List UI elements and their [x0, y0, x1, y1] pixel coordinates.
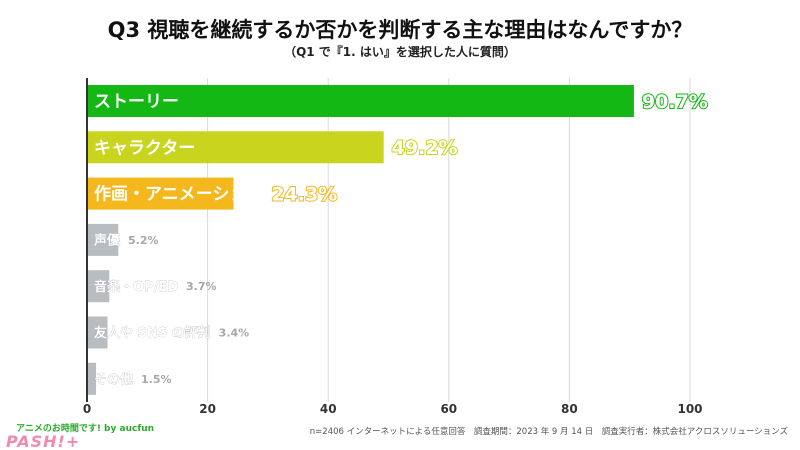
- chart-title: Q3 視聴を継続するか否かを判断する主な理由はなんですか？: [107, 18, 693, 42]
- value-label: 3.4%: [219, 326, 250, 339]
- bar: [88, 177, 234, 210]
- value-label: 90.7%: [642, 91, 708, 113]
- category-label: 声優: [93, 233, 121, 249]
- category-label: 作画・アニメーション: [94, 184, 263, 205]
- bar: [88, 223, 119, 256]
- chart-subtitle: （Q1 で『1. はい』を選択した人に質問）: [284, 45, 516, 59]
- value-label: 3.7%: [186, 280, 217, 293]
- credit-text: アニメのお時間です! by aucfun: [16, 424, 155, 434]
- brand-logo: PASH!+: [6, 432, 81, 450]
- x-tick-label: 20: [199, 402, 216, 416]
- x-tick-label: 60: [440, 402, 457, 416]
- bar: [88, 131, 384, 164]
- category-label: 音楽・OP/ED: [94, 279, 178, 295]
- x-tick-label: 0: [83, 402, 91, 416]
- bar: [88, 362, 97, 395]
- bar: [88, 270, 110, 303]
- value-label: 5.2%: [128, 234, 159, 247]
- survey-note: n=2406 インターネットによる任意回答 調査期間：2023 年 9 月 14…: [309, 427, 788, 437]
- bar: [88, 85, 634, 117]
- bar: [88, 316, 108, 349]
- category-label: 友人や SNS の評判: [94, 325, 211, 341]
- value-label: 24.3%: [271, 183, 337, 205]
- x-tick-label: 40: [320, 402, 337, 416]
- category-label: ストーリー: [94, 92, 179, 112]
- category-label: その他: [94, 371, 133, 387]
- value-label: 49.2%: [392, 137, 458, 159]
- value-label: 1.5%: [141, 373, 172, 386]
- category-label: キャラクター: [94, 138, 195, 158]
- x-tick-label: 100: [677, 402, 702, 416]
- x-tick-label: 80: [561, 402, 578, 416]
